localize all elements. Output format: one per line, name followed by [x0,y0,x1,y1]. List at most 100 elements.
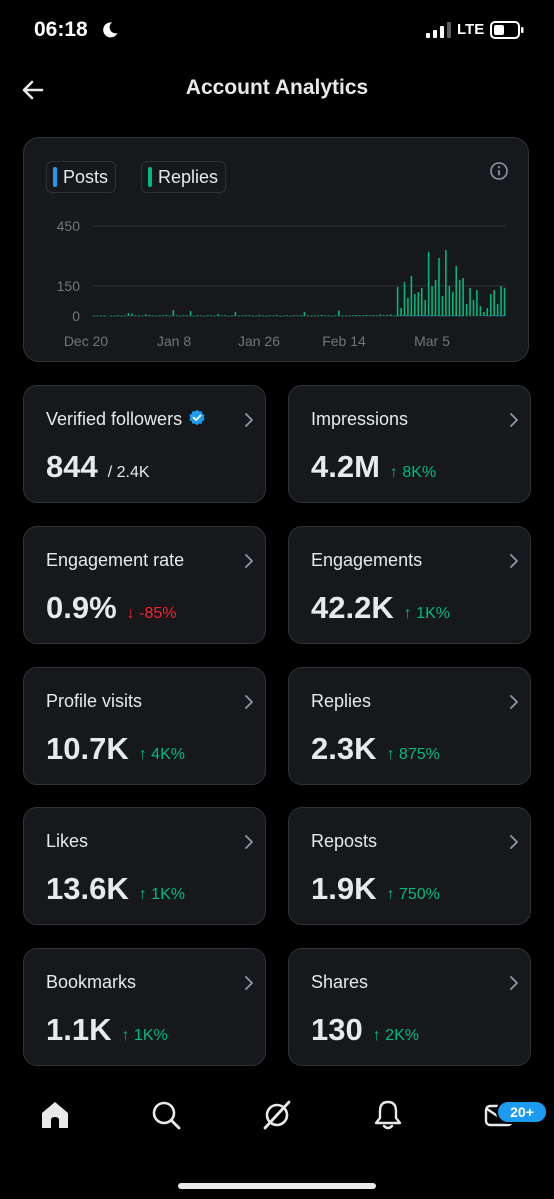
posts-bar [447,315,449,317]
legend-replies[interactable]: Replies [141,161,227,193]
stat-profile-visits[interactable]: Profile visits 10.7K ↑ 4K% [23,667,266,785]
posts-bar [499,315,501,317]
posts-bar [488,315,491,317]
replies-bar [327,315,330,316]
stat-label: Bookmarks [46,972,137,992]
posts-bar [433,315,436,316]
stat-engagement-rate[interactable]: Engagement rate 0.9% ↓ -85% [23,526,266,644]
posts-bar [399,315,401,317]
replies-bar [369,315,371,316]
replies-bar [169,315,171,317]
posts-bar [416,315,418,317]
replies-bar [100,315,102,316]
replies-bar [469,288,471,316]
replies-bar [207,315,209,316]
replies-bar [103,315,106,317]
back-arrow-icon[interactable] [18,75,48,105]
replies-bar [489,294,492,316]
chevron-right-icon [510,554,518,568]
stat-value: 1.9K ↑ 750% [311,871,440,907]
posts-bar [457,315,460,317]
replies-bar [345,315,347,317]
replies-bar [417,292,420,316]
replies-bar [493,290,495,316]
replies-bar [403,282,406,316]
replies-bar [310,315,313,317]
stat-verified-followers[interactable]: Verified followers 844 / 2.4K [23,385,266,503]
chevron-right-icon [245,976,253,990]
replies-bar [148,315,150,316]
stat-change: ↑ 1K% [138,886,185,903]
replies-bar [317,315,320,317]
y-tick-label: 0 [72,308,80,324]
grok-icon[interactable] [259,1097,295,1133]
x-tick-label: Jan 8 [157,333,191,349]
replies-bar [331,315,333,317]
stat-value: 0.9% ↓ -85% [46,590,176,626]
stat-value-text: 844 [46,449,98,484]
stat-likes[interactable]: Likes 13.6K ↑ 1K% [23,807,266,925]
replies-bar [262,315,264,317]
replies-bar [393,315,395,317]
replies-bar [220,315,223,317]
notifications-icon[interactable] [370,1097,406,1133]
y-tick-label: 450 [57,218,81,234]
replies-bar [245,315,247,316]
replies-bar [276,315,278,316]
chevron-right-icon [510,976,518,990]
stat-value-text: 2.3K [311,731,377,766]
legend-posts-label: Posts [63,166,109,187]
replies-bar [238,315,240,317]
info-icon[interactable] [489,161,509,181]
moon-icon [103,22,118,38]
replies-bar [379,314,382,316]
posts-bar [450,315,453,317]
replies-bar [452,292,454,316]
replies-bar [438,258,440,316]
posts-bar [405,315,408,317]
stat-engagements[interactable]: Engagements 42.2K ↑ 1K% [288,526,531,644]
stat-impressions[interactable]: Impressions 4.2M ↑ 8K% [288,385,531,503]
stat-replies[interactable]: Replies 2.3K ↑ 875% [288,667,531,785]
replies-bar [445,250,447,316]
stat-shares[interactable]: Shares 130 ↑ 2K% [288,948,531,1066]
replies-bar [179,315,182,317]
replies-bar [286,315,288,316]
replies-bar [441,296,444,316]
replies-bar [203,315,206,317]
replies-bar [158,315,161,316]
replies-bar [396,287,399,316]
stat-reposts[interactable]: Reposts 1.9K ↑ 750% [288,807,531,925]
replies-bar [138,315,140,316]
search-icon[interactable] [148,1097,184,1133]
posts-bar [426,315,429,317]
home-icon[interactable] [37,1097,73,1133]
legend-posts[interactable]: Posts [46,161,117,193]
replies-bar [120,315,123,317]
stat-value: 130 ↑ 2K% [311,1012,419,1048]
stat-label: Impressions [311,409,409,429]
replies-bar [420,288,423,316]
stat-change: ↑ 875% [386,746,440,763]
stat-label: Reposts [311,831,378,851]
replies-bar [348,315,351,316]
stat-change: ↑ 750% [386,886,440,903]
replies-bar [200,315,202,317]
stat-bookmarks[interactable]: Bookmarks 1.1K ↑ 1K% [23,948,266,1066]
stat-change: ↑ 1K% [121,1027,168,1044]
replies-bar [503,288,506,316]
bottom-tab-bar [0,1085,554,1155]
replies-bar [376,315,378,317]
stat-value-text: 42.2K [311,590,394,625]
replies-bar [258,314,261,316]
stat-label: Engagement rate [46,550,185,570]
x-tick-label: Jan 26 [238,333,280,349]
replies-bar [414,294,416,316]
replies-bar [272,315,275,317]
replies-bar [176,315,178,317]
stat-value: 1.1K ↑ 1K% [46,1012,168,1048]
replies-bar [334,315,337,317]
replies-bar [410,276,413,316]
replies-bar [182,315,185,316]
posts-bar [443,315,446,317]
